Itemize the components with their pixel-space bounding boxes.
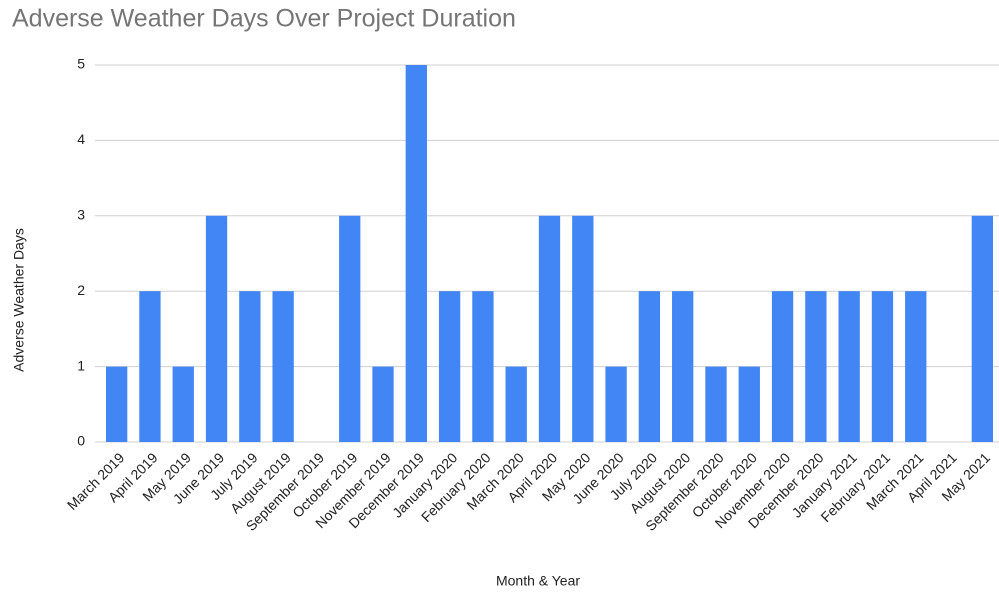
y-tick-label: 3	[77, 207, 85, 223]
bar	[871, 291, 894, 442]
bar	[605, 366, 627, 442]
bar	[538, 215, 561, 442]
bar	[105, 366, 128, 442]
y-tick-label: 5	[77, 56, 85, 72]
bar	[505, 366, 527, 442]
bar	[339, 215, 361, 442]
y-tick-label: 0	[77, 433, 85, 449]
y-tick-label: 4	[77, 131, 85, 147]
bar	[705, 366, 727, 442]
bar	[805, 291, 827, 442]
bar	[572, 215, 594, 442]
bar	[638, 291, 661, 442]
bar	[239, 291, 261, 442]
bar	[672, 291, 694, 442]
bar	[205, 215, 228, 442]
bar	[139, 291, 161, 442]
bar	[472, 291, 494, 442]
bar	[905, 291, 927, 442]
x-axis-label: Month & Year	[496, 573, 580, 589]
bar	[405, 65, 427, 442]
chart-title: Adverse Weather Days Over Project Durati…	[12, 5, 516, 33]
bar	[838, 291, 860, 442]
bar	[738, 366, 760, 442]
y-axis-label: Adverse Weather Days	[11, 228, 27, 372]
y-tick-label: 2	[77, 282, 85, 298]
y-tick-label: 1	[77, 357, 85, 373]
bar	[372, 366, 394, 442]
bar	[172, 366, 194, 442]
bar	[971, 215, 994, 442]
bar	[771, 291, 794, 442]
bar	[272, 291, 294, 442]
bar	[438, 291, 461, 442]
